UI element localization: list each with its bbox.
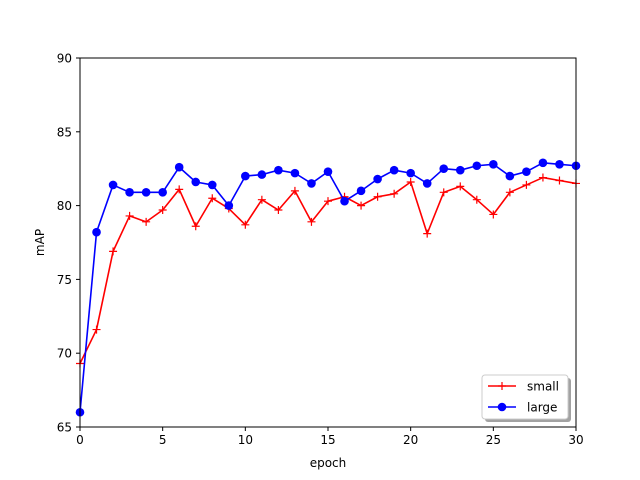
data-point-small	[390, 189, 399, 198]
data-point-small	[489, 210, 498, 219]
data-point-large	[174, 162, 184, 172]
x-tick-label: 20	[403, 433, 418, 447]
data-point-small	[555, 176, 564, 185]
x-tick-label: 10	[238, 433, 253, 447]
data-point-small	[109, 247, 118, 256]
data-point-small	[406, 177, 415, 186]
x-axis-label: epoch	[310, 456, 347, 470]
series-large	[75, 158, 581, 417]
data-point-small	[175, 185, 184, 194]
data-point-small	[158, 206, 167, 215]
data-point-large	[207, 180, 217, 190]
plot-area	[80, 58, 576, 427]
x-tick-label: 5	[159, 433, 167, 447]
data-point-small	[142, 217, 151, 226]
data-point-large	[158, 188, 167, 197]
data-point-small	[472, 195, 481, 204]
legend: small large	[481, 374, 571, 422]
data-point-small	[257, 195, 266, 204]
data-point-large	[257, 170, 267, 179]
data-point-large	[92, 227, 101, 237]
y-tick-label: 90	[57, 52, 72, 66]
data-point-small	[307, 217, 316, 226]
y-tick-label: 65	[57, 421, 72, 435]
data-point-large	[373, 174, 382, 184]
y-tick-label: 85	[57, 125, 72, 139]
data-point-small	[191, 222, 200, 231]
data-point-large	[455, 165, 465, 175]
data-point-small	[522, 180, 531, 189]
y-tick-label: 80	[57, 199, 72, 213]
data-point-small	[241, 220, 250, 229]
x-tick-label: 15	[320, 433, 335, 447]
data-point-large	[241, 171, 250, 181]
legend-marker-large	[497, 402, 507, 412]
data-point-large	[290, 168, 300, 178]
data-point-small	[373, 192, 382, 201]
data-point-large	[224, 201, 234, 210]
legend-label-small: small	[527, 380, 559, 394]
data-point-small	[505, 188, 514, 197]
data-point-large	[505, 171, 515, 181]
data-point-large	[522, 167, 531, 176]
data-point-small	[357, 201, 366, 210]
data-point-small	[274, 206, 283, 215]
x-tick-label: 0	[76, 433, 84, 447]
data-point-small	[208, 194, 217, 203]
y-tick-label: 70	[57, 347, 72, 361]
data-point-large	[406, 168, 415, 178]
x-axis-ticks: 0 5 10 15 20 25 30	[76, 427, 584, 447]
data-point-small	[456, 182, 465, 191]
data-point-large	[191, 177, 201, 187]
data-point-large	[555, 159, 564, 169]
data-point-small	[423, 229, 432, 238]
x-tick-label: 25	[486, 433, 501, 447]
data-point-large	[472, 161, 482, 171]
data-point-small	[324, 197, 332, 206]
data-point-large	[439, 164, 449, 173]
data-point-small	[290, 186, 299, 195]
data-point-large	[108, 180, 118, 190]
data-point-large	[389, 165, 399, 175]
data-point-large	[323, 167, 333, 176]
data-point-large	[489, 159, 498, 169]
legend-label-large: large	[527, 401, 557, 415]
data-point-large	[340, 196, 349, 206]
data-point-large	[307, 179, 316, 188]
y-axis-ticks: 65 70 75 80 85 90	[57, 52, 80, 435]
data-point-large	[125, 188, 134, 197]
data-point-small	[92, 325, 101, 334]
data-point-large	[356, 186, 366, 196]
data-point-large	[422, 179, 432, 188]
data-point-large	[538, 158, 548, 168]
y-tick-label: 75	[57, 273, 72, 287]
y-axis-label: mAP	[33, 229, 47, 256]
data-point-small	[439, 188, 448, 197]
data-point-small	[538, 173, 547, 182]
x-tick-label: 30	[568, 433, 583, 447]
data-point-large	[274, 165, 283, 175]
data-point-small	[125, 211, 134, 220]
series-layer	[75, 158, 581, 417]
data-point-large	[141, 188, 151, 197]
legend-marker-small	[498, 382, 506, 390]
